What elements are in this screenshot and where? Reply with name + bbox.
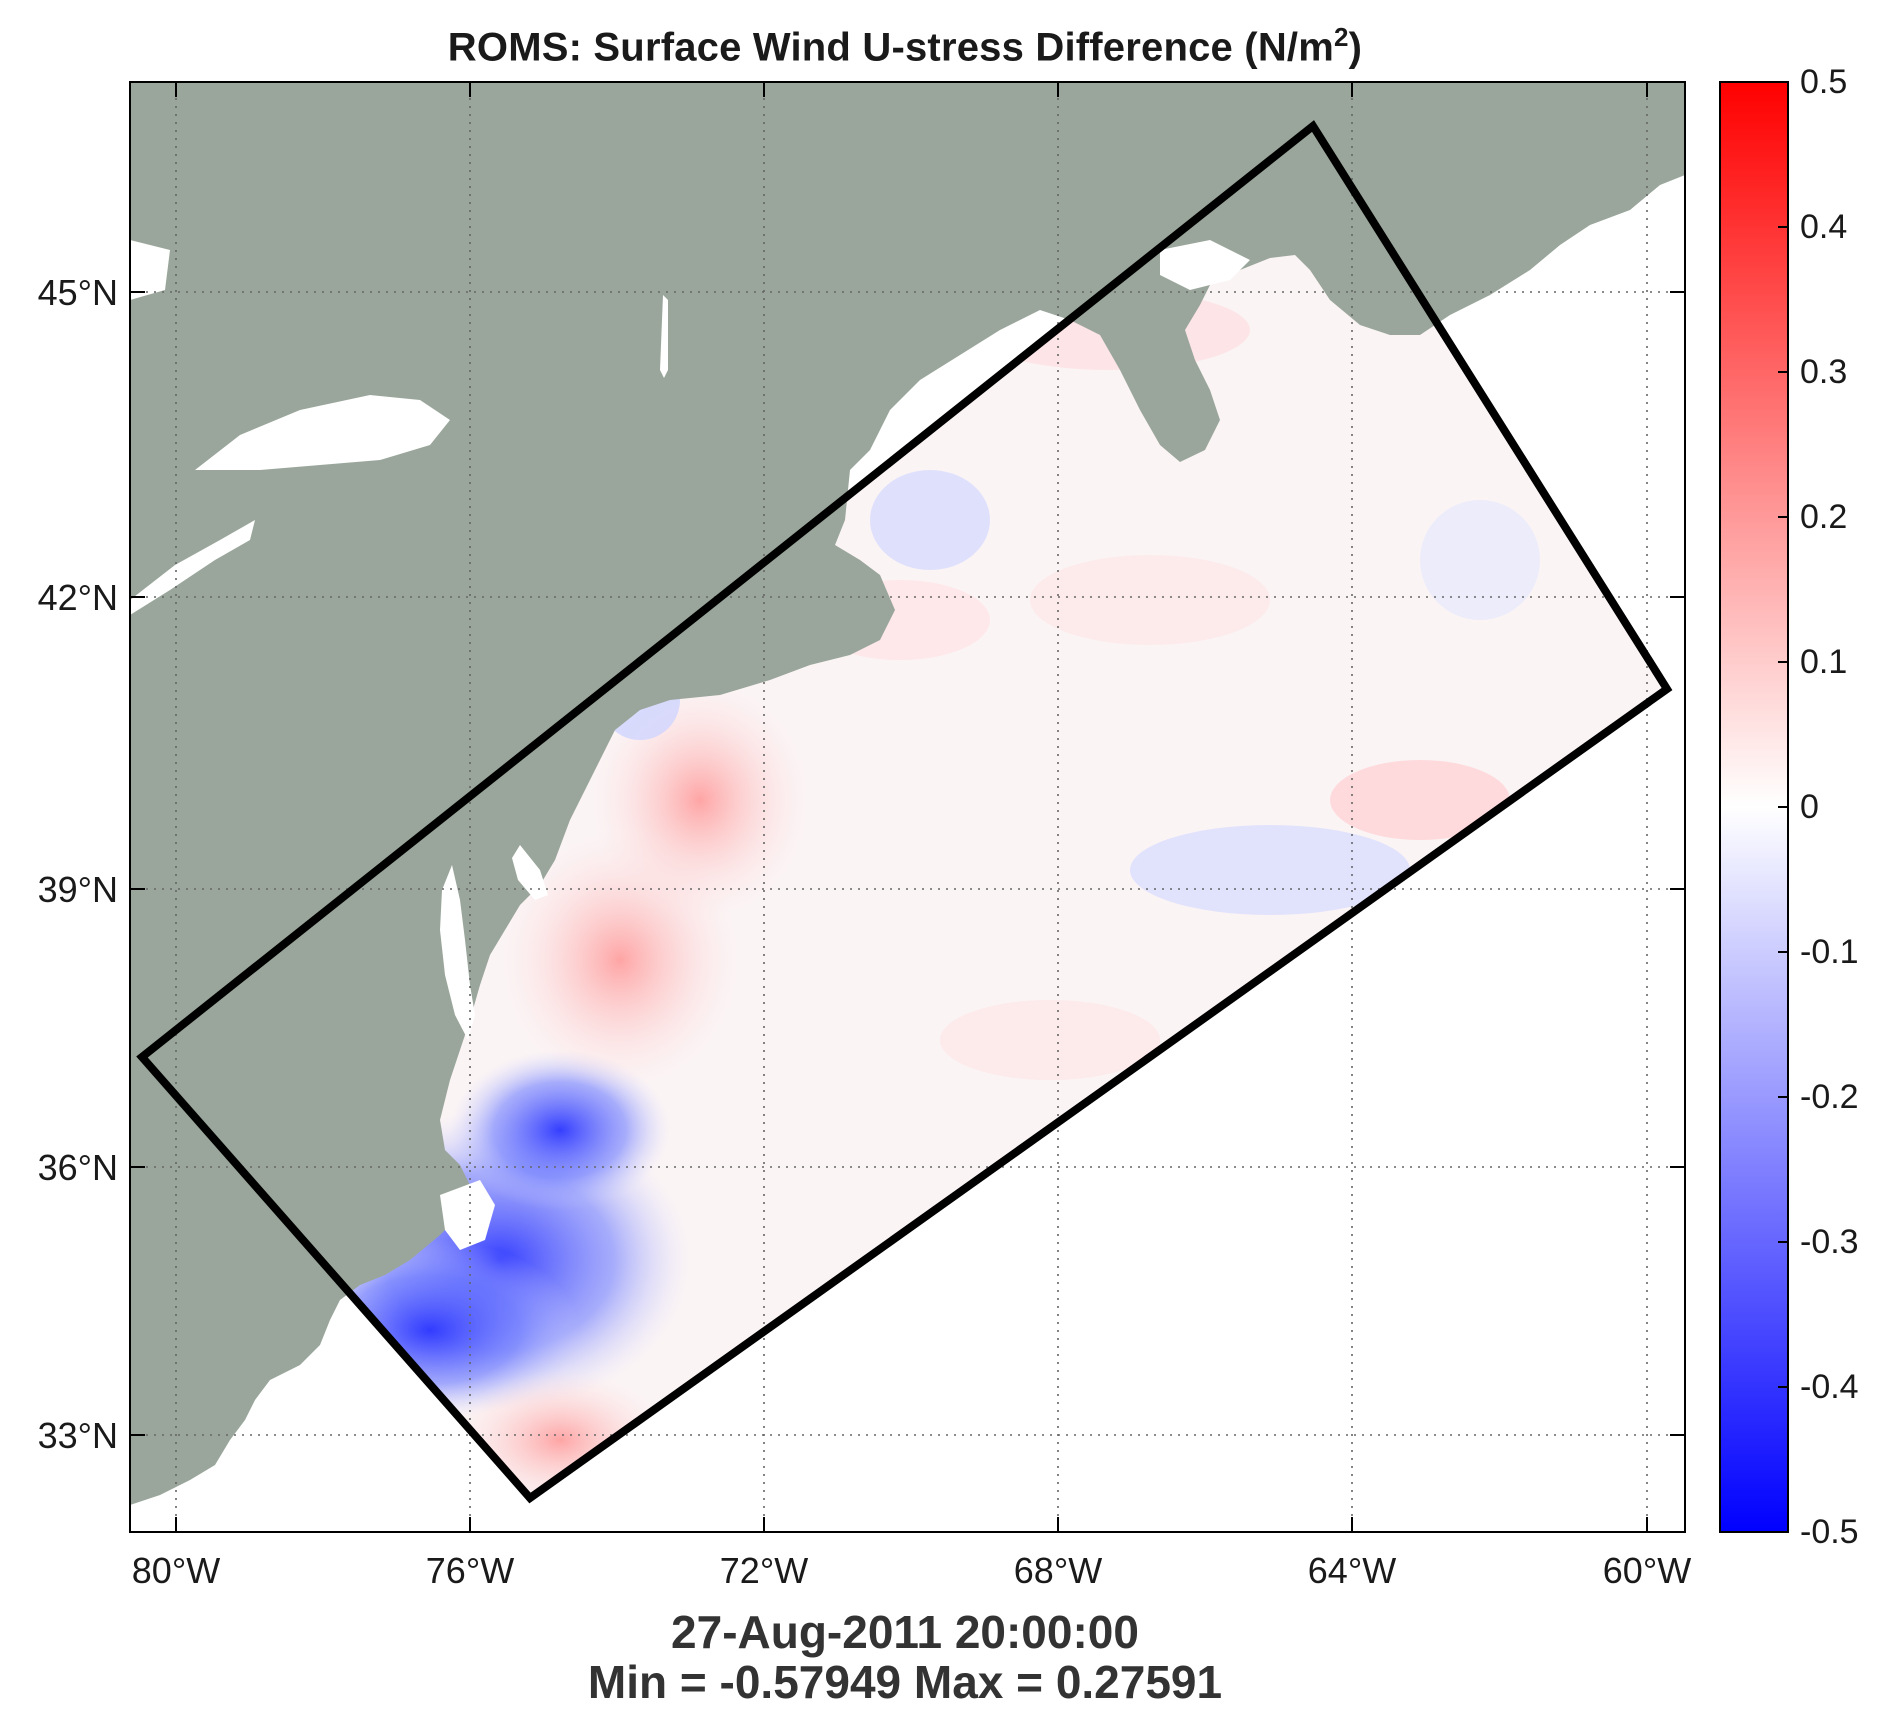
bay-of-fundy [1160, 240, 1250, 290]
lat-label-42n: 42°N [37, 577, 118, 618]
colorbar-label: -0.3 [1800, 1223, 1859, 1261]
colorbar-label: 0.4 [1800, 208, 1848, 246]
lake-st-clair [130, 240, 170, 300]
lon-label-68w: 68°W [1013, 1550, 1103, 1591]
lake-ontario [195, 395, 450, 470]
colorbar-label: -0.1 [1800, 933, 1859, 971]
min-max-caption: Min = -0.57949 Max = 0.27591 [587, 1656, 1223, 1708]
chesapeake-bay [440, 865, 475, 1040]
lon-label-60w: 60°W [1602, 1550, 1692, 1591]
lat-label-39n: 39°N [37, 869, 118, 910]
timestamp-caption: 27-Aug-2011 20:00:00 [671, 1606, 1139, 1658]
colorbar-label: 0.5 [1800, 63, 1848, 101]
lake-erie [130, 520, 255, 615]
lat-label-45n: 45°N [37, 272, 118, 313]
colorbar-label: 0 [1800, 788, 1819, 826]
axis-ticks [130, 82, 1685, 1532]
colorbar-label: -0.5 [1800, 1513, 1859, 1551]
colorbar [1720, 82, 1788, 1532]
lat-label-36n: 36°N [37, 1147, 118, 1188]
lon-label-64w: 64°W [1307, 1550, 1397, 1591]
lon-label-76w: 76°W [425, 1550, 515, 1591]
colorbar-label: -0.4 [1800, 1368, 1859, 1406]
colorbar-label: 0.1 [1800, 643, 1848, 681]
pamlico-sound [440, 1180, 495, 1250]
lat-label-33n: 33°N [37, 1415, 118, 1456]
land-north-america [130, 82, 1685, 1505]
colorbar-label: -0.2 [1800, 1078, 1859, 1116]
model-domain-box [136, 120, 1673, 1504]
delaware-bay [512, 845, 548, 900]
colorbar-label: 0.3 [1800, 353, 1848, 391]
lake-champlain [660, 295, 668, 378]
lon-label-80w: 80°W [131, 1550, 221, 1591]
lon-label-72w: 72°W [719, 1550, 809, 1591]
axes-frame [129, 81, 1686, 1533]
colorbar-label: 0.2 [1800, 498, 1848, 536]
graticule [130, 82, 1685, 1532]
colorbar-ticks [1778, 81, 1788, 1533]
map-axes [130, 82, 1685, 1532]
map-title: ROMS: Surface Wind U-stress Difference (… [447, 22, 1363, 70]
